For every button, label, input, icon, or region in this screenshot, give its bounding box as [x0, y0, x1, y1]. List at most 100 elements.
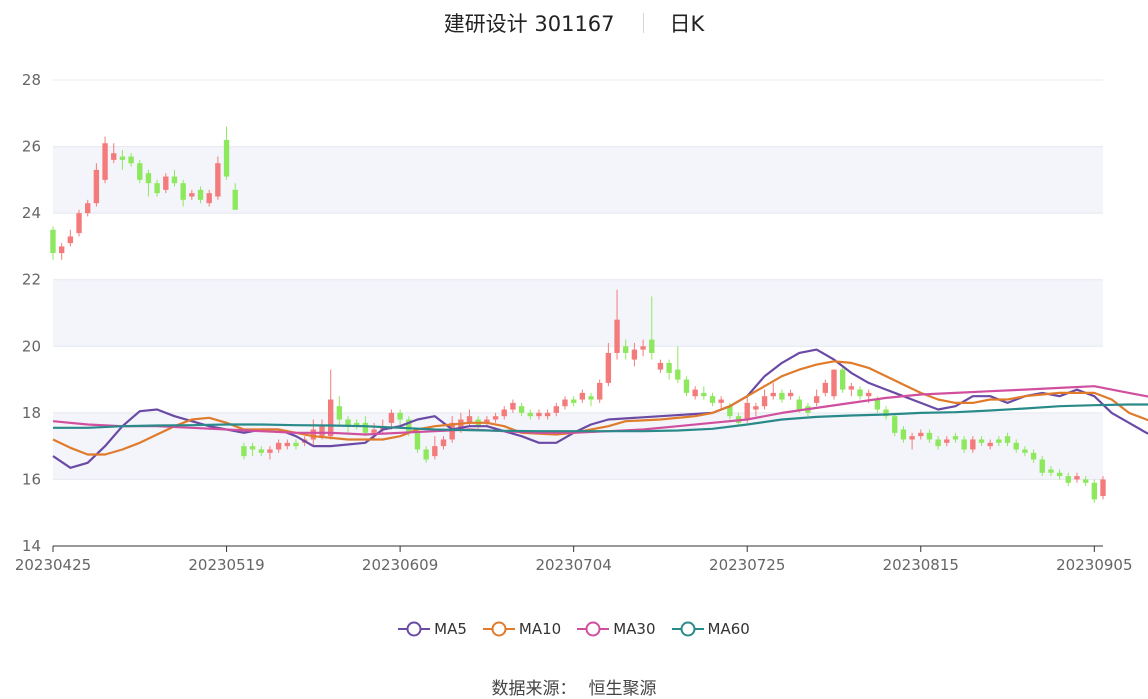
candle	[50, 226, 56, 260]
candle	[197, 186, 204, 204]
y-tick-label: 28	[22, 71, 41, 89]
candle-body	[597, 382, 603, 400]
candle	[1100, 476, 1106, 500]
candle	[102, 136, 108, 184]
candle-body	[796, 399, 802, 410]
candle	[119, 149, 126, 170]
candle-body	[1056, 472, 1063, 477]
candle-body	[319, 426, 325, 437]
candle-body	[414, 432, 421, 450]
candle-body	[553, 406, 559, 413]
candle-body	[588, 396, 594, 400]
candle	[189, 189, 195, 200]
candle-body	[779, 392, 785, 400]
candle	[709, 392, 716, 407]
candle	[111, 143, 117, 164]
candle	[76, 209, 82, 237]
candle-body	[128, 156, 134, 164]
candle	[605, 342, 612, 387]
candle-body	[544, 412, 551, 417]
candle	[1022, 446, 1028, 457]
candle	[1082, 476, 1089, 487]
y-tick-label: 18	[22, 404, 41, 422]
candle	[58, 243, 65, 260]
candle-body	[935, 439, 941, 447]
legend-item-ma10[interactable]: MA10	[482, 620, 561, 638]
candle-body	[631, 349, 638, 360]
y-tick-label: 14	[22, 537, 41, 555]
candle-body	[406, 419, 412, 433]
legend-item-ma5[interactable]: MA5	[398, 620, 467, 638]
legend-label: MA60	[707, 620, 750, 638]
candle	[597, 379, 603, 403]
candle-body	[718, 399, 724, 403]
candle	[423, 446, 429, 463]
candle	[1013, 439, 1019, 453]
candle-body	[93, 169, 100, 204]
candle-body	[839, 369, 846, 390]
candle-body	[58, 246, 65, 254]
y-tick-label: 24	[22, 204, 41, 222]
candle-body	[900, 429, 907, 440]
legend-marker-icon	[671, 621, 704, 637]
candle	[241, 442, 247, 460]
candle	[787, 389, 794, 400]
candle-body	[1039, 459, 1045, 473]
candles	[50, 126, 1106, 503]
candle-body	[388, 412, 395, 423]
legend-item-ma30[interactable]: MA30	[577, 620, 656, 638]
candle	[1065, 472, 1071, 487]
candle-body	[1048, 469, 1054, 473]
candle-body	[761, 396, 768, 407]
period-label[interactable]: 日K	[669, 12, 705, 36]
data-source: 数据来源： 恒生聚源	[0, 674, 1148, 699]
legend-marker-icon	[398, 621, 431, 637]
candle-body	[926, 432, 933, 440]
candle-body	[310, 429, 317, 440]
candle	[345, 416, 351, 433]
candle	[683, 376, 690, 397]
candle-body	[223, 139, 230, 177]
candle	[440, 436, 447, 450]
candle	[649, 296, 655, 360]
candle	[354, 419, 360, 430]
candle-body	[944, 439, 950, 443]
candle-body	[996, 439, 1002, 443]
legend-label: MA30	[613, 620, 656, 638]
x-tick-label: 20230704	[535, 556, 611, 574]
candle-body	[466, 416, 473, 423]
candle-body	[284, 442, 290, 447]
candle	[180, 179, 186, 207]
candle-body	[484, 419, 490, 423]
grid-band	[53, 279, 1103, 347]
candle-body	[657, 362, 664, 370]
candle	[223, 126, 230, 180]
candle	[848, 382, 855, 397]
candle	[171, 169, 178, 187]
candle-body	[171, 176, 178, 184]
candle-body	[440, 439, 447, 447]
candle-body	[215, 163, 221, 197]
legend-item-ma60[interactable]: MA60	[671, 620, 750, 638]
y-tick-label: 20	[22, 337, 41, 355]
candle	[640, 339, 646, 357]
candle-body	[831, 369, 837, 397]
candle	[883, 406, 889, 420]
candle-body	[423, 449, 429, 460]
candle	[1091, 479, 1098, 503]
chart-title-row: 建研设计 301167 日K	[0, 8, 1148, 38]
candle-body	[163, 176, 169, 190]
legend-marker-icon	[577, 621, 610, 637]
candle-body	[1030, 452, 1037, 460]
candle-body	[1100, 479, 1106, 497]
candle	[770, 382, 776, 400]
candle-body	[744, 402, 750, 420]
title-divider	[642, 13, 644, 33]
candle	[857, 386, 863, 400]
candle	[753, 402, 759, 417]
legend-label: MA5	[434, 620, 467, 638]
candle	[918, 429, 924, 440]
candle	[536, 409, 542, 420]
candle-body	[111, 153, 117, 160]
candle-body	[1074, 476, 1080, 480]
